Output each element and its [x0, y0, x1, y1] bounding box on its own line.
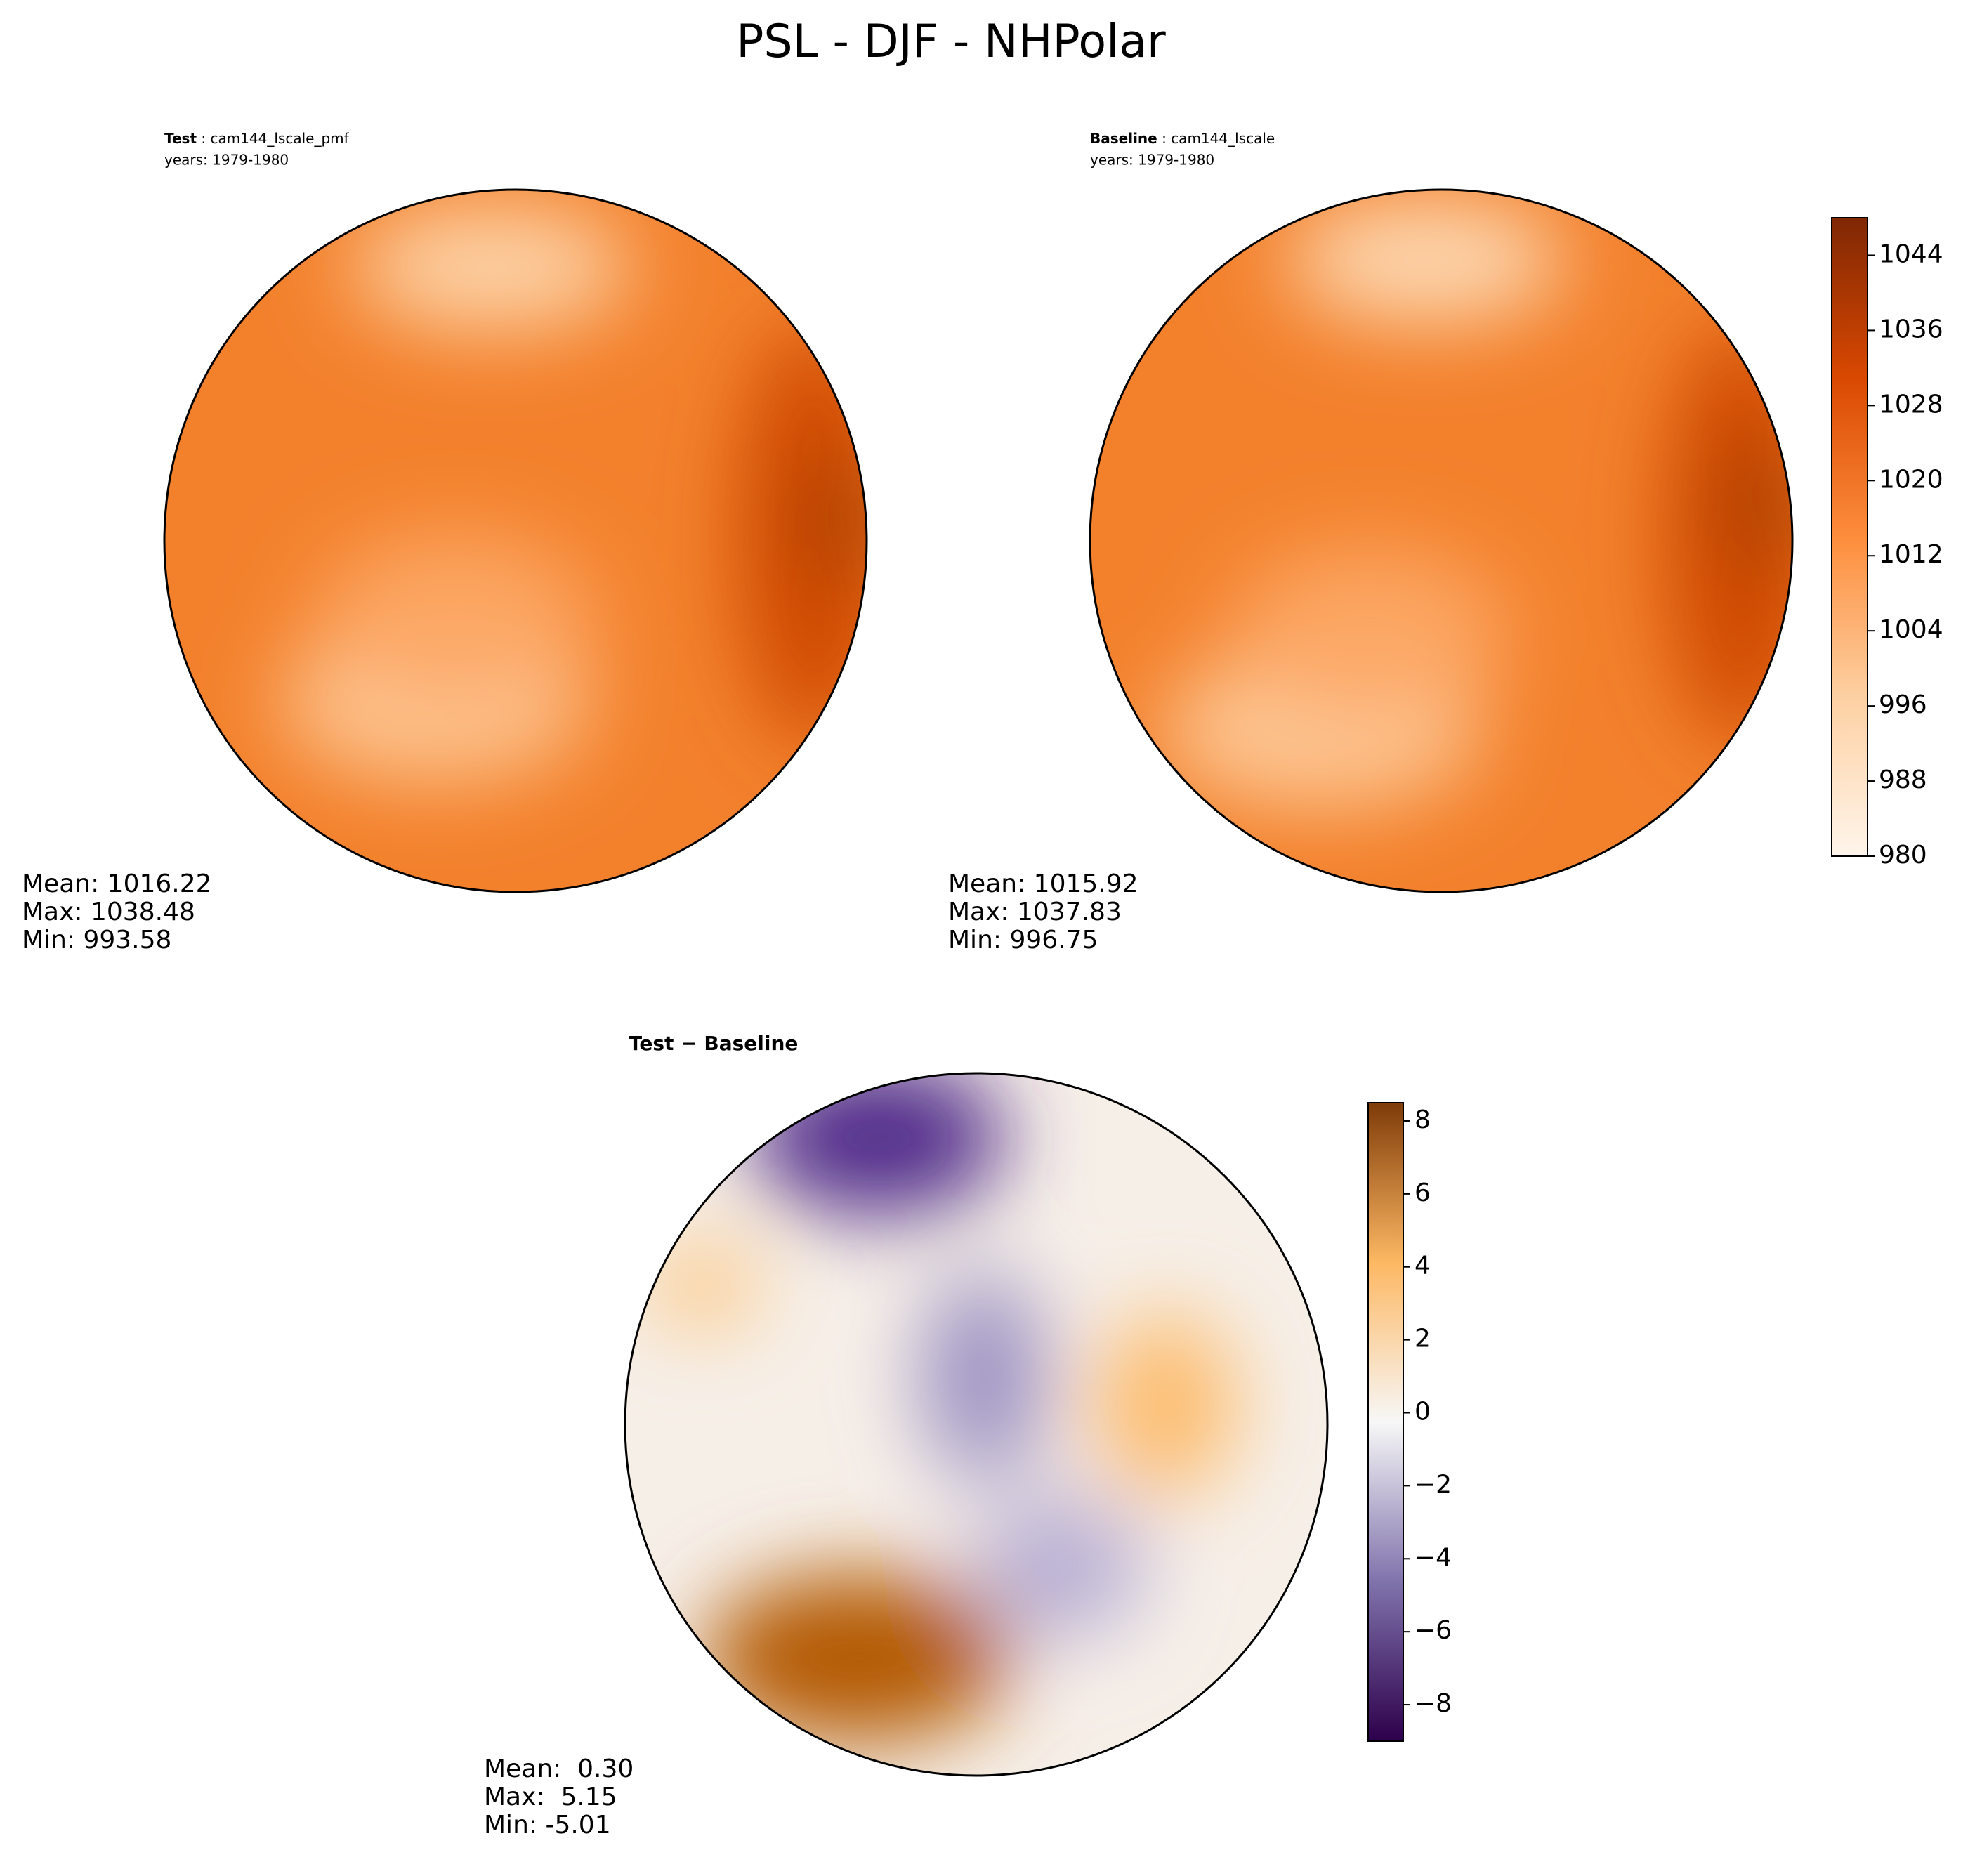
stat-line: Max: 1037.83	[948, 898, 1122, 926]
panel-years: years: 1979-1980	[164, 152, 289, 169]
colorbar-tick-label: 996	[1879, 690, 1927, 719]
panel-label: Test − Baseline	[629, 1032, 798, 1055]
colorbar-tick-label: −4	[1415, 1543, 1452, 1572]
colorbar-tick-label: 4	[1415, 1252, 1431, 1280]
colorbar-tick-label: 1004	[1879, 615, 1943, 644]
map-difference	[625, 1073, 1327, 1776]
label-text: : cam144_lscale	[1157, 130, 1275, 147]
stat-line: Min: -5.01	[484, 1811, 611, 1839]
colorbar-tick-label: 1028	[1879, 390, 1943, 419]
map-test	[164, 190, 867, 892]
stat-line: Mean: 1016.22	[22, 870, 212, 898]
panel-years: years: 1979-1980	[1090, 152, 1214, 169]
colorbar-tick-label: 1044	[1879, 240, 1943, 268]
figure-title: PSL - DJF - NHPolar	[736, 15, 1166, 68]
colorbar-tick-label: 2	[1415, 1325, 1431, 1353]
colorbar-tick-label: 1020	[1879, 465, 1943, 494]
colorbar	[1831, 217, 1868, 857]
colorbar-tick-label: −6	[1415, 1616, 1452, 1645]
colorbar-tick-label: 980	[1879, 841, 1927, 870]
label-bold: Test	[164, 130, 197, 147]
colorbar-tick-label: 1036	[1879, 315, 1943, 343]
stat-line: Mean: 1015.92	[948, 870, 1138, 898]
colorbar-tick-label: 6	[1415, 1179, 1431, 1207]
colorbar-tick-label: 0	[1415, 1398, 1431, 1426]
label-bold: Test − Baseline	[629, 1032, 798, 1055]
stat-line: Max: 1038.48	[22, 898, 195, 926]
panel-label: Baseline : cam144_lscale	[1090, 130, 1275, 147]
colorbar	[1367, 1102, 1404, 1742]
stat-line: Min: 993.58	[22, 926, 171, 955]
stat-line: Mean: 0.30	[484, 1754, 634, 1783]
map-baseline	[1090, 190, 1792, 892]
map-border	[624, 1072, 1329, 1777]
stat-line: Min: 996.75	[948, 926, 1098, 955]
stat-line: Max: 5.15	[484, 1783, 617, 1811]
label-bold: Baseline	[1090, 130, 1157, 147]
map-border	[1089, 188, 1794, 893]
map-border	[163, 188, 868, 893]
colorbar-tick-label: −2	[1415, 1470, 1452, 1499]
colorbar-tick-label: 8	[1415, 1106, 1431, 1134]
panel-label: Test : cam144_lscale_pmf	[164, 130, 350, 147]
colorbar-tick-label: −8	[1415, 1689, 1452, 1718]
colorbar-tick-label: 1012	[1879, 540, 1943, 569]
label-text: : cam144_lscale_pmf	[197, 130, 350, 147]
colorbar-tick-label: 988	[1879, 766, 1927, 794]
